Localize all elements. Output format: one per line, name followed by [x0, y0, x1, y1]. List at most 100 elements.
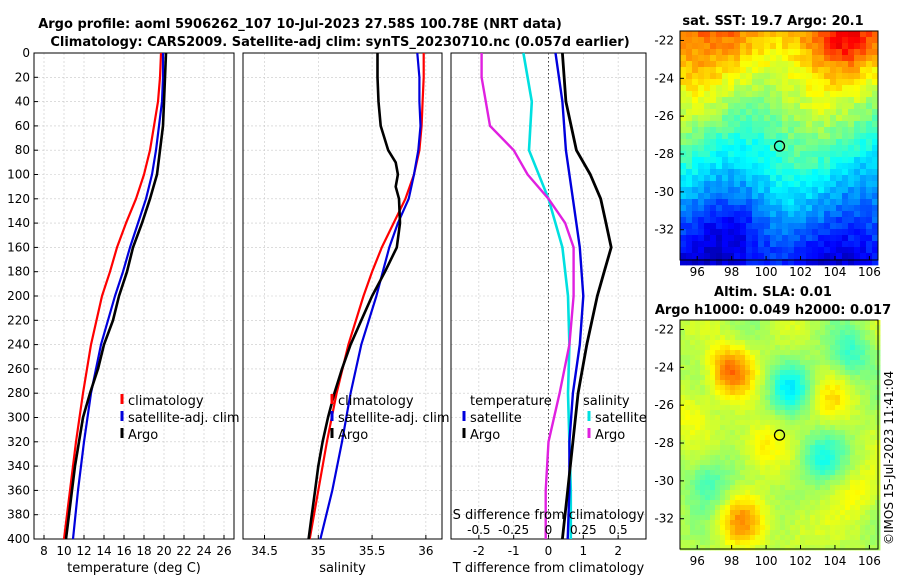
map-pixel: [800, 495, 806, 501]
map-pixel: [812, 163, 819, 170]
map-pixel: [794, 61, 801, 68]
map-pixel: [740, 37, 747, 44]
map-pixel: [855, 510, 861, 516]
map-pixel: [840, 390, 846, 396]
map-pixel: [780, 430, 786, 436]
map-pixel: [872, 145, 879, 152]
map-pixel: [745, 370, 751, 376]
map-pixel: [820, 365, 826, 371]
map-pixel: [734, 97, 741, 104]
map-pixel: [825, 365, 831, 371]
map-pixel: [770, 490, 776, 496]
map-pixel: [790, 325, 796, 331]
map-pixel: [850, 530, 856, 536]
map-pixel: [776, 121, 783, 128]
map-pixel: [818, 169, 825, 176]
map-pixel: [750, 330, 756, 336]
map-pixel: [716, 61, 723, 68]
map-pixel: [818, 133, 825, 140]
map-pixel: [752, 103, 759, 110]
map-pixel: [812, 169, 819, 176]
map-pixel: [720, 475, 726, 481]
map-pixel: [722, 109, 729, 116]
map-pixel: [824, 67, 831, 74]
map-pixel: [805, 360, 811, 366]
map-pixel: [795, 360, 801, 366]
map-pixel: [735, 405, 741, 411]
map-pixel: [695, 525, 701, 531]
map-pixel: [840, 470, 846, 476]
map-pixel: [790, 440, 796, 446]
map-pixel: [770, 435, 776, 441]
map-pixel: [780, 495, 786, 501]
map-pixel: [810, 385, 816, 391]
map-pixel: [758, 247, 765, 254]
map-pixel: [795, 440, 801, 446]
map-pixel: [698, 37, 705, 44]
map-pixel: [715, 500, 721, 506]
map-pixel: [764, 109, 771, 116]
map-pixel: [764, 31, 771, 38]
map-pixel: [752, 145, 759, 152]
x-tick-label: 14: [96, 544, 111, 558]
map-pixel: [692, 67, 699, 74]
map-pixel: [800, 425, 806, 431]
map-pixel: [760, 455, 766, 461]
map-pixel: [806, 145, 813, 152]
map-pixel: [730, 320, 736, 326]
legend-salinity-title: salinity: [583, 394, 630, 409]
map-pixel: [860, 49, 867, 56]
map-pixel: [710, 375, 716, 381]
map-pixel: [805, 355, 811, 361]
map-pixel: [730, 440, 736, 446]
map-pixel: [740, 390, 746, 396]
map-pixel: [805, 465, 811, 471]
map-pixel: [680, 470, 686, 476]
map-pixel: [690, 345, 696, 351]
map-pixel: [685, 490, 691, 496]
map-pixel: [824, 43, 831, 50]
map-pixel: [866, 169, 873, 176]
map-pixel: [686, 187, 693, 194]
map-pixel: [842, 97, 849, 104]
map-pixel: [825, 375, 831, 381]
map-pixel: [824, 199, 831, 206]
map-pixel: [700, 455, 706, 461]
map-pixel: [740, 525, 746, 531]
map-pixel: [855, 390, 861, 396]
map-pixel: [845, 465, 851, 471]
map-pixel: [680, 425, 686, 431]
map-pixel: [854, 85, 861, 92]
map-pixel: [695, 470, 701, 476]
map-pixel: [715, 475, 721, 481]
map-pixel: [866, 121, 873, 128]
map-pixel: [860, 247, 867, 254]
map-pixel: [686, 217, 693, 224]
map-pixel: [765, 535, 771, 541]
map-title-0: Altim. SLA: 0.01: [714, 285, 832, 300]
map-pixel: [775, 485, 781, 491]
map-pixel: [835, 525, 841, 531]
map-pixel: [765, 455, 771, 461]
map-pixel: [800, 450, 806, 456]
map-pixel: [695, 455, 701, 461]
map-pixel: [820, 410, 826, 416]
map-pixel: [685, 545, 691, 551]
map-pixel: [715, 440, 721, 446]
map-pixel: [705, 355, 711, 361]
map-pixel: [725, 325, 731, 331]
map-pixel: [855, 395, 861, 401]
map-pixel: [725, 495, 731, 501]
map-pixel: [710, 247, 717, 254]
map-pixel: [770, 425, 776, 431]
map-x-tick-label: 98: [724, 554, 739, 568]
map-pixel: [765, 530, 771, 536]
map-pixel: [836, 55, 843, 62]
map-pixel: [818, 55, 825, 62]
temperature-legend-2-label: Argo: [128, 428, 158, 443]
map-pixel: [725, 535, 731, 541]
map-pixel: [722, 55, 729, 62]
map-pixel: [785, 345, 791, 351]
map-pixel: [830, 540, 836, 546]
map-pixel: [770, 115, 777, 122]
